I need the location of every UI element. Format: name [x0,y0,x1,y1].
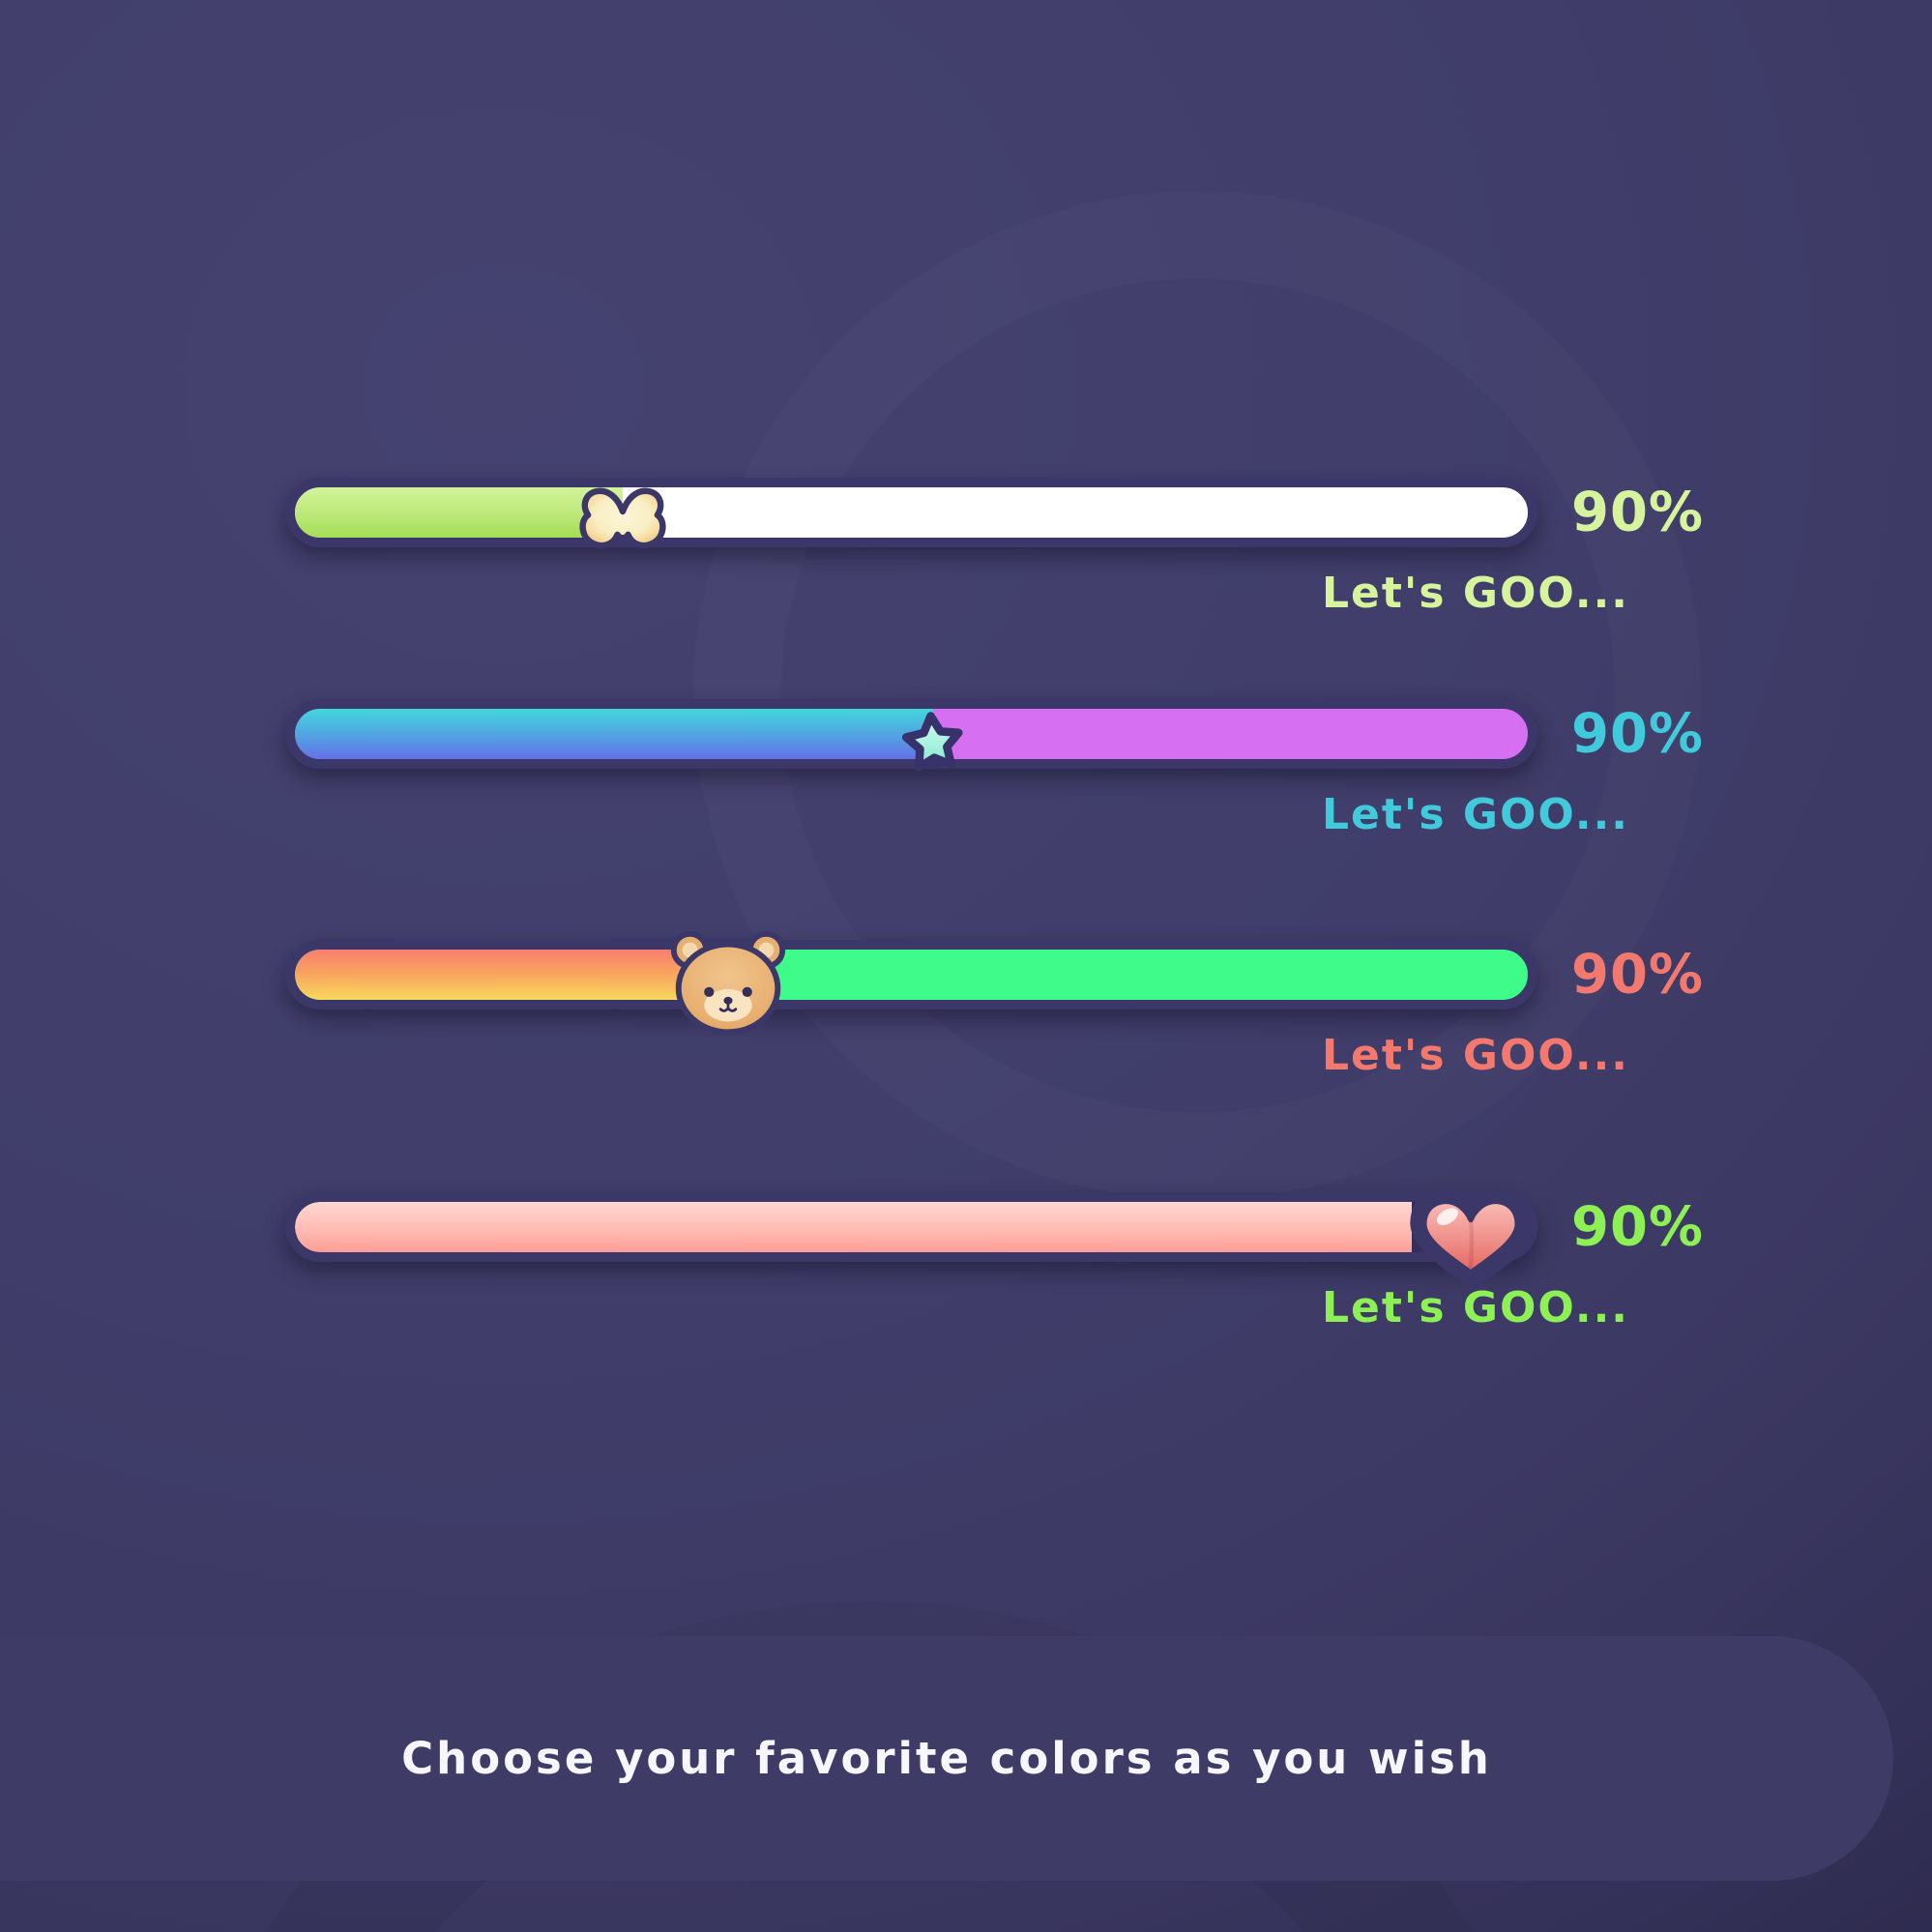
slider-thumb[interactable] [578,483,667,561]
slider-fill [295,709,934,759]
slider-track-remainder [295,1202,1528,1252]
slider-thumb[interactable] [659,926,797,1042]
heart-icon [1410,1187,1537,1289]
slider-track[interactable] [285,478,1537,549]
status-label: Let's GOO... [1322,790,1629,839]
slider-track-remainder [295,950,1528,1000]
status-label: Let's GOO... [1322,1283,1629,1332]
butterfly-icon [579,487,666,549]
slider-thumb[interactable] [1407,1182,1537,1292]
slider-fill [295,487,624,538]
slider-track[interactable] [285,1187,1537,1289]
footer-panel: Choose your favorite colors as you wish [0,1636,1893,1881]
status-label: Let's GOO... [1322,569,1629,618]
slider-row-bear: 90% Let's GOO... [285,930,1703,1133]
slider-track-remainder [295,709,1528,759]
percent-label: 90% [1571,1195,1705,1259]
percent-label: 90% [1571,481,1705,544]
slider-track[interactable] [285,930,1537,1036]
slider-fill [295,950,728,1000]
slider-thumb[interactable] [894,702,972,785]
slider-fill [295,1202,1413,1252]
slider-row-star: 90% Let's GOO... [285,699,1703,893]
percent-label: 90% [1571,702,1705,766]
bear-icon [670,930,785,1036]
slider-row-heart: 90% Let's GOO... [285,1187,1703,1386]
slider-track[interactable] [285,699,1537,772]
status-label: Let's GOO... [1322,1031,1629,1080]
percent-label: 90% [1571,943,1705,1007]
slider-row-butterfly: 90% Let's GOO... [285,478,1703,671]
slider-track-remainder [295,487,1528,538]
footer-caption: Choose your favorite colors as you wish [401,1733,1492,1784]
star-icon [902,712,963,772]
